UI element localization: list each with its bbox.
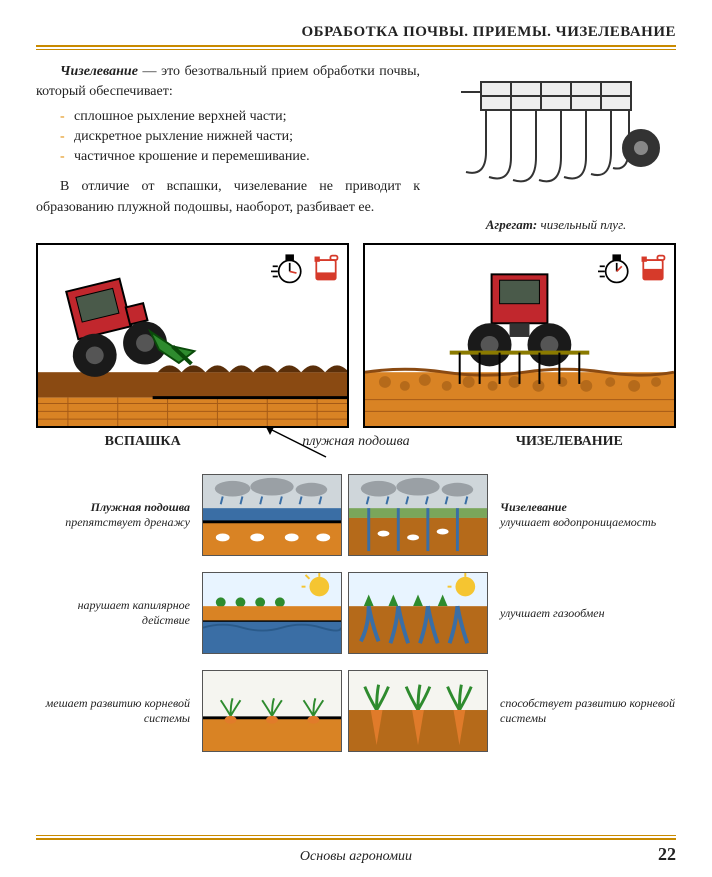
header-rules	[36, 45, 676, 50]
grid-right-text: улучшает водопроницаемость	[500, 515, 656, 529]
intro-bullet: частичное крошение и перемешивание.	[74, 147, 420, 167]
intro-bullet: дискретное рыхление нижней части;	[74, 127, 420, 147]
intro-term: Чизелевание	[60, 64, 138, 79]
grid-cell-gas-good	[348, 572, 488, 654]
grid-text-left: Плужная подошва препятствует дренажу	[36, 500, 196, 530]
soil-comparison-grid: Плужная подошва препятствует дренажу Чиз…	[36, 470, 676, 756]
grid-cell-roots-bad	[202, 670, 342, 752]
intro-dash: —	[138, 64, 161, 79]
tool-caption: Агрегат: чизельный плуг.	[436, 217, 676, 233]
grid-right-text: способствует развитию корневой системы	[500, 696, 675, 725]
panel-plowing	[36, 243, 349, 428]
stopwatch-icon	[598, 251, 632, 285]
grid-text-left: мешает развитию корневой системы	[36, 696, 196, 726]
grid-right-title: Чизелевание	[500, 500, 684, 515]
panel-chiseling	[363, 243, 676, 428]
panel-icons	[598, 251, 668, 285]
intro-block: Чизелевание — это безотвальный прием обр…	[36, 62, 676, 233]
grid-cell-drainage-bad	[202, 474, 342, 556]
grid-text-right: Чизелевание улучшает водопроницаемость	[494, 500, 684, 530]
tool-figure: Агрегат: чизельный плуг.	[436, 62, 676, 233]
grid-left-title: Плужная подошва	[36, 500, 190, 515]
grid-right-text: улучшает газообмен	[500, 606, 605, 620]
comparison-panels	[36, 243, 676, 428]
grid-cell-roots-good	[348, 670, 488, 752]
grid-left-text: мешает развитию корневой системы	[46, 696, 190, 725]
grid-text-right: способствует развитию корневой системы	[494, 696, 684, 726]
intro-bullet: сплошное рыхление верхней части;	[74, 107, 420, 127]
stopwatch-icon	[271, 251, 305, 285]
label-plowing: ВСПАШКА	[36, 434, 249, 450]
panel-icons	[271, 251, 341, 285]
fuel-can-icon	[638, 253, 668, 283]
tool-caption-label: Агрегат:	[486, 217, 537, 232]
label-chiseling: ЧИЗЕЛЕВАНИЕ	[463, 434, 676, 450]
fuel-can-icon	[311, 253, 341, 283]
footer-book-title: Основы агрономии	[76, 849, 636, 865]
intro-bullets: сплошное рыхление верхней части; дискрет…	[74, 107, 420, 168]
label-plow-pan: плужная подошва	[249, 434, 462, 450]
chisel-plow-illustration	[441, 62, 671, 212]
grid-text-right: улучшает газообмен	[494, 606, 684, 621]
grid-cell-drainage-good	[348, 474, 488, 556]
intro-paragraph-2: В отличие от вспашки, чизелевание не при…	[36, 177, 420, 218]
grid-left-text: нарушает капилярное действие	[78, 598, 190, 627]
footer-page-number: 22	[636, 844, 676, 865]
intro-text: Чизелевание — это безотвальный прием обр…	[36, 62, 420, 233]
intro-paragraph-1: Чизелевание — это безотвальный прием обр…	[36, 62, 420, 103]
tool-caption-value: чизельный плуг.	[537, 217, 626, 232]
page-header-title: ОБРАБОТКА ПОЧВЫ. ПРИЕМЫ. ЧИЗЕЛЕВАНИЕ	[36, 24, 676, 45]
grid-left-text: препятствует дренажу	[65, 515, 190, 529]
page-footer: Основы агрономии 22	[36, 835, 676, 865]
comparison-labels: ВСПАШКА плужная подошва ЧИЗЕЛЕВАНИЕ	[36, 434, 676, 450]
grid-cell-capillary-bad	[202, 572, 342, 654]
grid-text-left: нарушает капилярное действие	[36, 598, 196, 628]
